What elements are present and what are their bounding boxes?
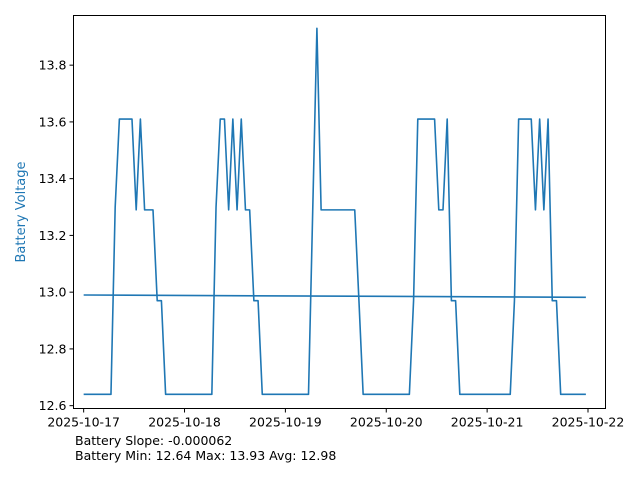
y-axis-label: Battery Voltage bbox=[14, 161, 29, 262]
y-tick-label: 13.0 bbox=[39, 285, 67, 300]
y-tick-label: 13.8 bbox=[39, 58, 67, 73]
x-axis-ticks: 2025-10-17 2025-10-18 2025-10-19 2025-10-20… bbox=[47, 408, 625, 430]
series-layer bbox=[83, 27, 586, 396]
battery-voltage-line bbox=[83, 27, 586, 396]
x-tick-label: 2025-10-21 bbox=[451, 415, 524, 430]
x-tick-label: 2025-10-19 bbox=[249, 415, 322, 430]
y-tick-label: 13.4 bbox=[39, 171, 67, 186]
x-tick-label: 2025-10-20 bbox=[350, 415, 423, 430]
plot-frame bbox=[73, 15, 606, 409]
battery-min-max-avg-text: Battery Min: 12.64 Max: 13.93 Avg: 12.98 bbox=[75, 448, 337, 463]
y-tick-label: 13.2 bbox=[39, 228, 67, 243]
y-tick-label: 13.6 bbox=[39, 114, 67, 129]
x-tick-label: 2025-10-22 bbox=[552, 415, 625, 430]
battery-trend-line bbox=[83, 294, 586, 299]
x-tick-label: 2025-10-17 bbox=[47, 415, 120, 430]
x-tick-label: 2025-10-18 bbox=[148, 415, 221, 430]
y-tick-label: 12.8 bbox=[39, 341, 67, 356]
y-tick-label: 12.6 bbox=[39, 398, 67, 413]
battery-slope-text: Battery Slope: -0.000062 bbox=[75, 433, 233, 448]
y-axis-ticks: 12.6 12.8 13.0 13.2 13.4 13.6 13.8 bbox=[39, 58, 74, 413]
